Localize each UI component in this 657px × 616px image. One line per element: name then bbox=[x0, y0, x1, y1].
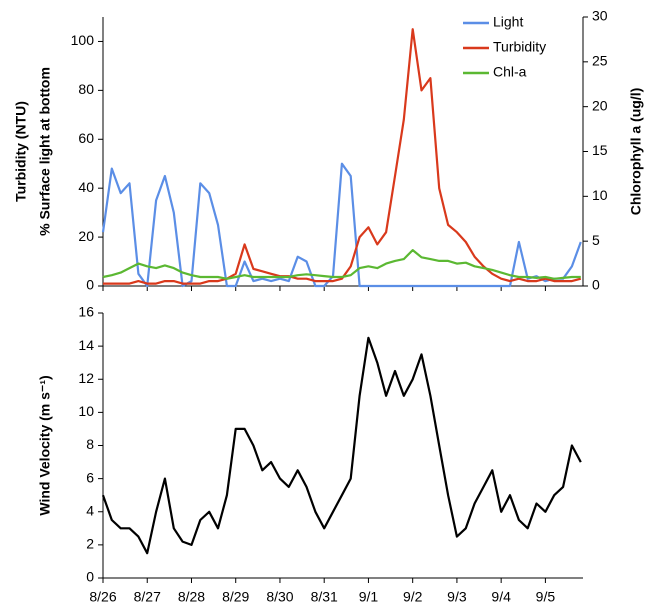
y-tick-label: 80 bbox=[78, 81, 94, 97]
y-tick-label: 14 bbox=[78, 337, 94, 353]
y2-tick-label: 30 bbox=[592, 8, 608, 24]
x-tick-label: 9/1 bbox=[359, 589, 379, 605]
x-tick-label: 8/28 bbox=[178, 589, 205, 605]
y2-tick-label: 20 bbox=[592, 97, 608, 113]
x-tick-label: 8/31 bbox=[311, 589, 338, 605]
x-tick-label: 8/29 bbox=[222, 589, 249, 605]
y-axis-label: % Surface light at bottom bbox=[37, 67, 53, 236]
y-tick-label: 40 bbox=[78, 179, 94, 195]
y-tick-label: 4 bbox=[86, 502, 94, 518]
legend-label: Chl-a bbox=[493, 64, 527, 80]
y-tick-label: 0 bbox=[86, 569, 94, 585]
x-tick-label: 8/27 bbox=[134, 589, 161, 605]
y2-tick-label: 0 bbox=[592, 277, 600, 293]
y-tick-label: 20 bbox=[78, 228, 94, 244]
y-tick-label: 60 bbox=[78, 130, 94, 146]
y-tick-label: 10 bbox=[78, 403, 94, 419]
y-tick-label: 0 bbox=[86, 277, 94, 293]
y2-tick-label: 5 bbox=[592, 232, 600, 248]
y2-tick-label: 10 bbox=[592, 187, 608, 203]
series-line bbox=[102, 249, 581, 280]
series-line bbox=[103, 28, 582, 285]
legend-label: Turbidity bbox=[493, 39, 546, 55]
y2-axis-label: Chlorophyll a (ug/l) bbox=[628, 88, 644, 216]
x-tick-label: 8/30 bbox=[266, 589, 293, 605]
x-tick-label: 8/26 bbox=[89, 589, 116, 605]
x-tick-label: 9/3 bbox=[447, 589, 467, 605]
y-axis-label: Wind Velocity (m s⁻¹) bbox=[37, 375, 53, 515]
y-tick-label: 16 bbox=[78, 304, 94, 320]
y-tick-label: 8 bbox=[86, 436, 94, 452]
y2-tick-label: 15 bbox=[592, 142, 608, 158]
x-tick-label: 9/4 bbox=[491, 589, 511, 605]
x-tick-label: 9/5 bbox=[536, 589, 556, 605]
y2-tick-label: 25 bbox=[592, 53, 608, 69]
y-tick-label: 12 bbox=[78, 370, 94, 386]
series-line bbox=[101, 162, 582, 288]
y-tick-label: 6 bbox=[86, 469, 94, 485]
y-axis-label: Turbidity (NTU) bbox=[13, 101, 29, 202]
legend-label: Light bbox=[493, 14, 523, 30]
x-tick-label: 9/2 bbox=[403, 589, 423, 605]
y-tick-label: 100 bbox=[71, 32, 95, 48]
series-line bbox=[101, 336, 582, 555]
y-tick-label: 2 bbox=[86, 536, 94, 552]
